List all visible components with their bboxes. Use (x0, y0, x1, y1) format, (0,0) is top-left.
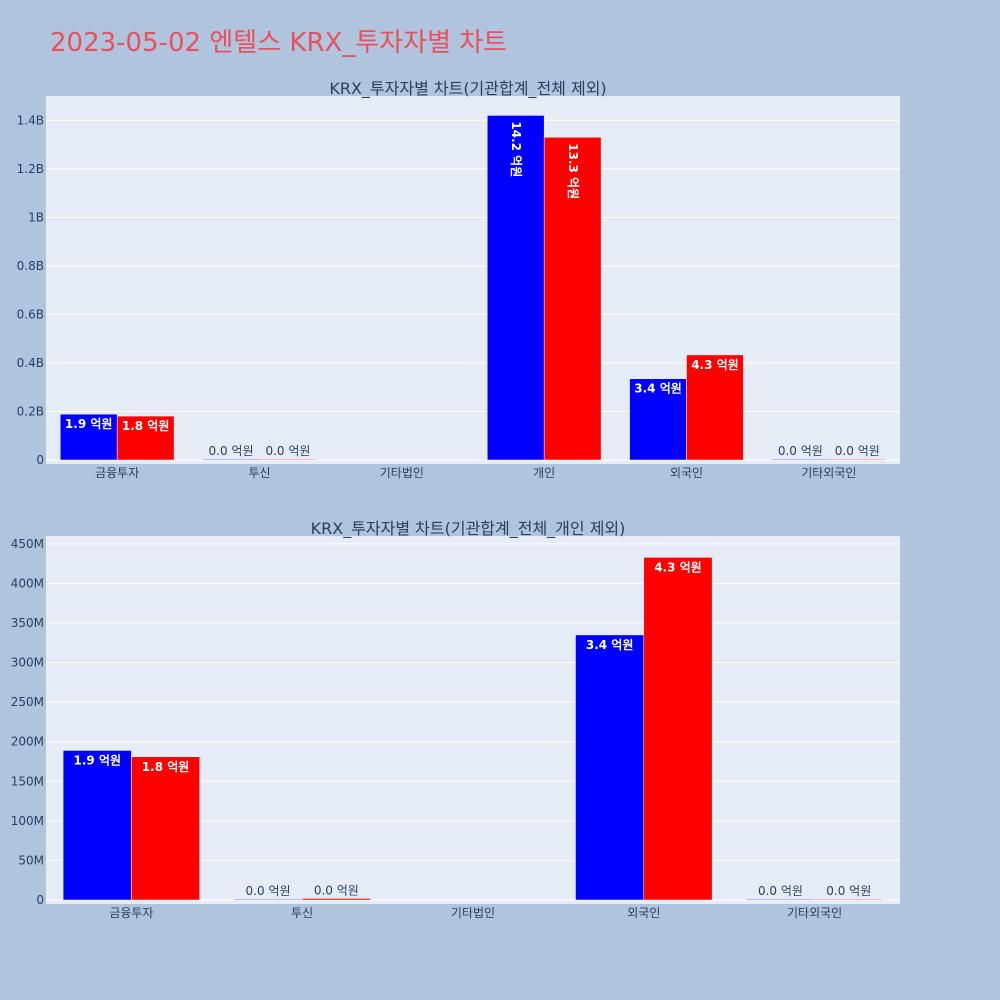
bar (62, 750, 132, 901)
x-tick-label: 투신 (248, 466, 270, 480)
bar (301, 898, 371, 901)
bar-label: 0.0 억원 (265, 444, 310, 458)
page-title: 2023-05-02 엔텔스 KRX_투자자별 차트 (50, 28, 508, 58)
bar (814, 898, 884, 901)
x-tick-label: 금융투자 (109, 906, 153, 920)
bar-label: 3.4 억원 (634, 382, 682, 396)
y-tick-label: 0.2B (17, 404, 44, 418)
bar (643, 557, 713, 901)
bar (828, 458, 887, 461)
bar (59, 413, 118, 461)
x-tick-label: 기타외국인 (801, 466, 856, 480)
bar (686, 354, 744, 461)
bar-label: 13.3 억원 (566, 143, 580, 199)
y-tick-label: 1B (28, 210, 44, 224)
chart-title: KRX_투자자별 차트(기관합계_전체_개인 제외) (311, 519, 626, 539)
bar-label: 0.0 억원 (826, 884, 871, 898)
bar-label: 0.0 억원 (246, 884, 291, 898)
bar-label: 4.3 억원 (654, 560, 702, 574)
x-tick-label: 기타법인 (380, 466, 424, 480)
y-tick-label: 250M (11, 695, 44, 709)
x-tick-label: 금융투자 (95, 466, 139, 480)
y-tick-label: 0 (36, 893, 44, 907)
x-tick-label: 기타외국인 (787, 906, 842, 920)
bar-label: 3.4 억원 (586, 638, 634, 652)
y-tick-label: 0.8B (17, 259, 44, 273)
plot-area (46, 96, 900, 464)
bar-label: 1.8 억원 (122, 419, 170, 433)
y-tick-label: 450M (11, 537, 44, 551)
bar-label: 0.0 억원 (209, 444, 254, 458)
y-tick-label: 50M (18, 853, 44, 867)
bar (131, 756, 200, 901)
y-tick-label: 0.6B (17, 307, 44, 321)
bar-label: 1.8 억원 (142, 760, 190, 774)
x-tick-label: 개인 (533, 466, 555, 480)
y-tick-label: 400M (11, 576, 44, 590)
bar-label: 0.0 억원 (778, 444, 823, 458)
chart-title: KRX_투자자별 차트(기관합계_전체 제외) (329, 79, 606, 99)
y-tick-label: 0 (36, 453, 44, 467)
y-tick-label: 200M (11, 735, 44, 749)
bar (543, 137, 602, 461)
y-tick-label: 0.4B (17, 356, 44, 370)
y-tick-label: 1.4B (17, 113, 44, 127)
bar-label: 0.0 억원 (758, 884, 803, 898)
bar (575, 634, 645, 901)
x-tick-label: 외국인 (670, 466, 703, 480)
y-tick-label: 100M (11, 814, 44, 828)
bar-label: 4.3 억원 (691, 358, 739, 372)
y-tick-label: 150M (11, 774, 44, 788)
x-tick-label: 투신 (291, 906, 313, 920)
bar (486, 115, 545, 461)
bar (746, 898, 815, 901)
x-tick-label: 기타법인 (451, 906, 495, 920)
bar-label: 1.9 억원 (73, 753, 121, 767)
y-tick-label: 1.2B (17, 162, 44, 176)
bar-label: 1.9 억원 (65, 417, 113, 431)
bar-label: 0.0 억원 (314, 883, 359, 897)
y-tick-label: 350M (11, 616, 44, 630)
x-tick-label: 외국인 (627, 906, 660, 920)
y-tick-label: 300M (11, 656, 44, 670)
bar (116, 415, 175, 461)
bar (259, 458, 317, 461)
bar (233, 898, 303, 901)
bar-label: 0.0 억원 (835, 444, 880, 458)
bar-label: 14.2 억원 (509, 121, 523, 177)
